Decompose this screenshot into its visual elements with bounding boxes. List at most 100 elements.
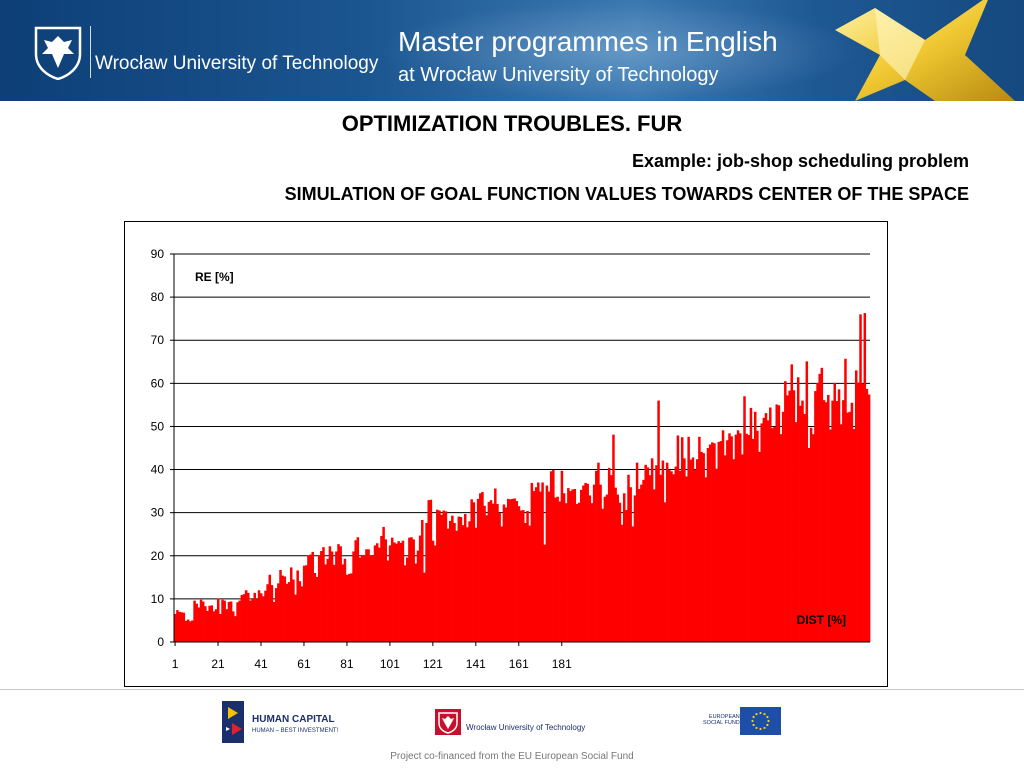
bar (371, 556, 375, 642)
bar (663, 502, 667, 642)
bar (270, 585, 274, 642)
bar (244, 590, 248, 642)
bar (238, 600, 241, 642)
esf-label: EUROPEAN SOCIAL FUND (703, 714, 740, 726)
axes (173, 254, 870, 643)
bar (367, 549, 370, 642)
bar (390, 537, 394, 642)
bar (571, 489, 574, 642)
bar (317, 555, 321, 642)
bar (833, 382, 836, 642)
bar (253, 592, 256, 642)
y-tick-label: 10 (151, 592, 165, 606)
bar (199, 599, 203, 642)
bar (790, 364, 794, 642)
bar (846, 412, 849, 642)
bar (444, 511, 448, 642)
bar (773, 426, 776, 642)
eu-star (766, 715, 769, 719)
bar (627, 474, 630, 642)
bar (829, 429, 832, 642)
bar (403, 565, 407, 642)
bar (502, 504, 506, 642)
bar (719, 441, 723, 642)
bar (412, 539, 415, 642)
bar (558, 501, 562, 642)
bar (292, 579, 295, 642)
bar (859, 314, 862, 642)
bar (754, 411, 757, 642)
bar (247, 592, 250, 642)
x-tick-label: 101 (380, 657, 400, 671)
bar (730, 436, 733, 642)
bar (180, 612, 183, 642)
bar (747, 435, 751, 642)
bar (779, 434, 783, 642)
bar (322, 547, 325, 642)
bar (225, 609, 229, 642)
bar (736, 430, 740, 642)
bar (386, 560, 390, 642)
bar (519, 510, 523, 642)
bar (337, 544, 340, 642)
bar (582, 485, 585, 642)
bar (646, 467, 650, 642)
bar (242, 594, 246, 642)
bar (433, 545, 437, 642)
bar (835, 401, 839, 642)
bar (698, 436, 701, 642)
bar (616, 494, 620, 642)
x-tick-label: 141 (466, 657, 486, 671)
bar (857, 382, 860, 642)
bar (470, 499, 473, 642)
bar (345, 574, 349, 642)
bar (320, 551, 323, 642)
bar (691, 457, 695, 642)
bar (240, 595, 244, 642)
university-small-logo-icon (435, 709, 461, 735)
bar (395, 543, 398, 642)
bar (812, 434, 815, 642)
eu-star (752, 715, 755, 719)
bar (425, 523, 428, 642)
bar (781, 411, 785, 642)
bar (388, 545, 392, 642)
bar (466, 527, 469, 642)
bar (360, 554, 364, 642)
bar (863, 313, 867, 642)
bar (431, 540, 435, 642)
human-capital-logo-icon (222, 701, 244, 743)
bar (294, 594, 297, 642)
bar (189, 621, 192, 642)
bar (534, 487, 538, 642)
bar (504, 507, 508, 642)
bar (298, 581, 302, 642)
bar (809, 427, 813, 642)
bar (706, 448, 710, 642)
bar (738, 433, 742, 642)
bar (728, 433, 731, 642)
x-tick-label: 181 (552, 657, 572, 671)
bar (820, 367, 824, 642)
bar (397, 541, 400, 642)
y-tick-label: 40 (151, 463, 165, 477)
bar (332, 564, 336, 642)
bar (229, 601, 233, 642)
bar (842, 400, 845, 642)
bar (839, 424, 843, 642)
bar (543, 544, 546, 642)
bar (257, 590, 261, 642)
bar (416, 550, 420, 642)
bar (197, 607, 201, 642)
bar (532, 491, 536, 642)
university-small-name: Wrocław University of Technology (466, 723, 586, 732)
eu-star (763, 726, 766, 730)
bar (378, 547, 381, 642)
bar (865, 388, 869, 642)
bar (683, 458, 686, 642)
university-name: Wrocław University of Technology (95, 53, 379, 74)
bar (837, 389, 841, 642)
bar (554, 497, 557, 642)
bar (313, 573, 317, 642)
bar (622, 493, 626, 642)
